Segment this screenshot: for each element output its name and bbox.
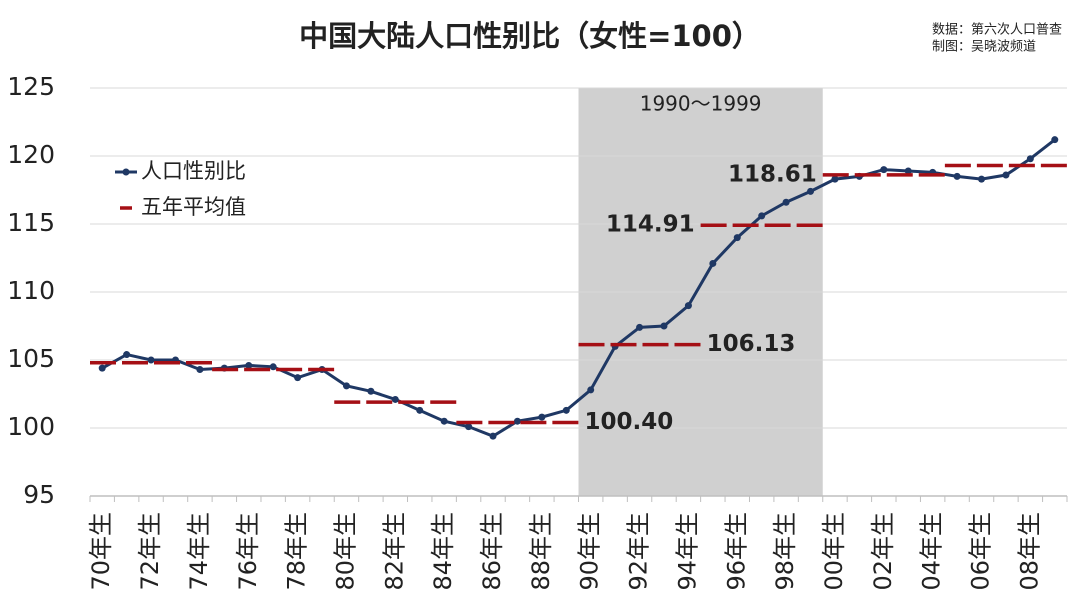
y-tick-label: 120: [7, 140, 55, 169]
x-tick-label: 90年生: [576, 512, 604, 591]
data-point: [880, 166, 888, 174]
x-tick-label: 08年生: [1015, 512, 1043, 591]
data-point: [807, 187, 815, 195]
data-label: 118.61: [728, 161, 817, 187]
data-point: [904, 167, 912, 175]
x-tick-label: 84年生: [429, 512, 457, 591]
data-point: [636, 323, 644, 331]
x-tick-label: 94年生: [673, 512, 701, 591]
x-tick-label: 02年生: [869, 512, 897, 591]
y-tick-label: 100: [7, 412, 55, 441]
data-point: [733, 234, 741, 242]
chart-title: 中国大陆人口性别比（女性=100）: [299, 19, 761, 53]
data-label: 106.13: [707, 331, 796, 357]
x-tick-label: 70年生: [87, 512, 115, 591]
data-point: [440, 417, 448, 425]
data-label: 100.40: [585, 409, 674, 435]
data-point: [294, 374, 302, 382]
legend-label: 人口性别比: [141, 159, 246, 183]
y-tick-label: 95: [23, 480, 55, 509]
data-point: [953, 172, 961, 180]
data-point: [391, 395, 399, 403]
x-tick-label: 72年生: [136, 512, 164, 591]
y-tick-label: 115: [7, 208, 55, 237]
data-point: [147, 356, 155, 364]
data-point: [831, 175, 839, 183]
data-point: [416, 406, 424, 414]
data-label: 114.91: [606, 212, 695, 238]
y-tick-label: 110: [7, 276, 55, 305]
x-tick-label: 88年生: [527, 512, 555, 591]
x-tick-label: 86年生: [478, 512, 506, 591]
data-point: [513, 417, 521, 425]
data-point: [489, 432, 497, 440]
y-tick-label: 125: [7, 72, 55, 101]
data-point: [269, 363, 277, 371]
data-point: [1051, 136, 1059, 144]
credit-note: 制图：吴晓波频道: [932, 40, 1036, 55]
data-line: [101, 138, 1056, 438]
data-point: [782, 198, 790, 206]
x-tick-label: 80年生: [331, 512, 359, 591]
data-point: [342, 382, 350, 390]
source-note: 数据：第六次人口普查: [932, 22, 1062, 38]
x-tick-label: 76年生: [234, 512, 262, 591]
legend-label: 五年平均值: [141, 195, 246, 219]
data-point: [98, 364, 106, 372]
data-point: [709, 259, 717, 267]
x-tick-label: 82年生: [380, 512, 408, 591]
x-tick-label: 98年生: [771, 512, 799, 591]
data-point: [123, 351, 131, 359]
data-point: [660, 322, 668, 330]
data-point: [465, 423, 473, 431]
data-point: [367, 387, 375, 395]
x-tick-label: 74年生: [185, 512, 213, 591]
x-tick-label: 92年生: [625, 512, 653, 591]
data-point: [1026, 155, 1034, 163]
x-tick-label: 06年生: [967, 512, 995, 591]
x-tick-label: 96年生: [722, 512, 750, 591]
data-point: [562, 406, 570, 414]
data-point: [538, 413, 546, 421]
x-tick-label: 04年生: [918, 512, 946, 591]
data-point: [684, 302, 692, 310]
x-tick-label: 78年生: [283, 512, 311, 591]
data-point: [245, 361, 253, 369]
x-tick-label: 00年生: [820, 512, 848, 591]
data-point: [978, 175, 986, 183]
data-point: [196, 366, 204, 374]
y-tick-label: 105: [7, 344, 55, 373]
data-point: [758, 212, 766, 220]
legend-marker: [122, 168, 130, 176]
data-point: [1002, 171, 1010, 179]
highlight-label: 1990～1999: [640, 92, 762, 116]
data-point: [587, 386, 595, 394]
